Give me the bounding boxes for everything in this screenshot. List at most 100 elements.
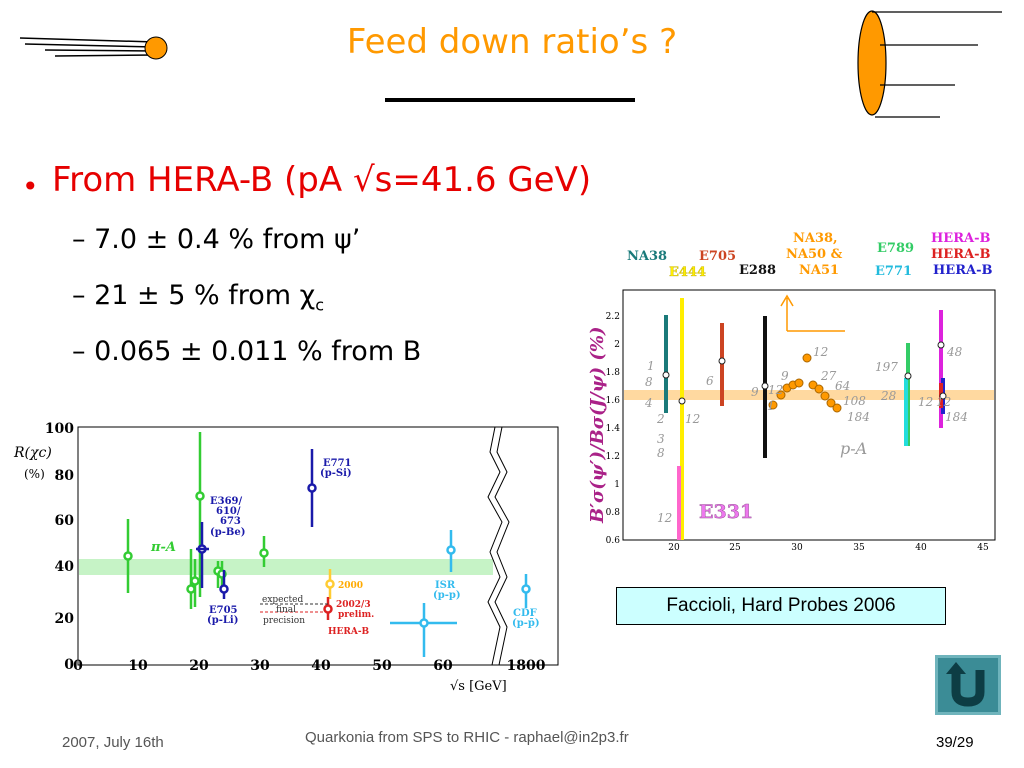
y-tick: 20 (55, 611, 75, 627)
point-label: 12 (918, 395, 933, 409)
e705-label: E705 (699, 249, 736, 264)
e331-label: E331 (699, 501, 753, 523)
footer-title: Quarkonia from SPS to RHIC - raphael@in2… (305, 729, 629, 746)
slide-title: Feed down ratio’s ? (346, 22, 678, 62)
point-label: 64 (835, 379, 850, 393)
chi-c-ratio-plot: 0 20 40 60 80 100 0 10 20 30 40 50 60 18… (13, 421, 559, 694)
x-tick: 30 (791, 543, 803, 553)
x-tick: 20 (189, 658, 209, 674)
point-label: 1 (647, 359, 655, 373)
x-tick: 50 (372, 658, 392, 674)
e288-label: E288 (739, 263, 776, 278)
x-tick: 20 (668, 543, 680, 553)
na38-label: NA38 (627, 249, 667, 264)
y-tick: 1 (614, 480, 620, 490)
y-tick: 1.2 (606, 452, 620, 462)
na38-na50-label: NA38, (793, 231, 838, 246)
y-tick: 2.2 (606, 312, 620, 322)
psi-prime-ratio-plot: 0.6 0.8 1 1.2 1.4 1.6 1.8 2 2.2 20 25 30… (587, 231, 996, 553)
e771-label: E771 (323, 458, 352, 469)
main-bullet: From HERA-B (pA √s=41.6 GeV) (52, 160, 592, 200)
x-tick: 45 (977, 543, 989, 553)
point-label: 27 (820, 369, 837, 383)
year-2000-label: 2000 (338, 581, 363, 591)
comet-logo-left (19, 36, 168, 60)
e369-label: E369/ (210, 496, 242, 507)
y-tick: 0.8 (606, 508, 621, 518)
point-label: 2 (656, 412, 665, 426)
e705-label: E705 (209, 605, 238, 616)
e369-label-3: 673 (220, 516, 241, 527)
x-tick: 40 (311, 658, 331, 674)
y-axis-unit: (%) (24, 467, 45, 481)
y-tick: 0 (64, 657, 74, 673)
point-label: 9 (751, 385, 759, 399)
e444-label: E444 (669, 265, 706, 280)
x-tick: 60 (433, 658, 453, 674)
point-label: 6 (706, 374, 714, 388)
e369-label-2: 610/ (216, 506, 241, 517)
final-label: final (276, 605, 296, 615)
isr-label: ISR (435, 580, 456, 591)
point-label: 12 (685, 412, 700, 426)
y-tick: 2 (614, 340, 620, 350)
y-tick: 1.4 (606, 424, 621, 434)
hera-b-label: HERA-B (328, 627, 370, 637)
point-label: 9 (781, 369, 789, 383)
expected-label: expected (262, 595, 303, 605)
x-axis-label: √s [GeV] (450, 679, 507, 694)
prelim-label: 2002/3 (336, 600, 371, 610)
point-label: 12 (936, 395, 951, 409)
y-tick: 1.8 (606, 368, 621, 378)
point-label: 3 (657, 432, 665, 446)
y-tick: 100 (45, 421, 74, 437)
x-tick: 40 (915, 543, 927, 553)
y-tick: 0.6 (606, 536, 621, 546)
y-tick: 80 (55, 468, 75, 484)
point-label: 12 (657, 511, 672, 525)
point-label: 8 (645, 375, 653, 389)
x-tick: 10 (128, 658, 148, 674)
pi-a-label: π-A (150, 540, 176, 555)
point-label: 108 (843, 394, 866, 408)
sub-item-b: – 0.065 ± 0.011 % from B (72, 336, 422, 367)
x-tick: 35 (853, 543, 865, 553)
x-tick: 1800 (507, 658, 546, 674)
title-underline (385, 98, 635, 102)
point-label: 4 (644, 396, 653, 410)
precision-label: precision (263, 616, 305, 626)
y-tick: 60 (55, 513, 75, 529)
cdf-label-2: (p-p̄) (512, 618, 540, 629)
disc-logo-right (857, 10, 1002, 118)
hera-b-label-3: HERA-B (933, 263, 992, 278)
y-tick: 1.6 (606, 396, 621, 406)
point-label: 12 (768, 383, 783, 397)
na50-label: NA50 & (786, 247, 843, 262)
point-label: 1 (767, 399, 775, 413)
na51-label: NA51 (799, 263, 839, 278)
return-button[interactable] (935, 655, 1001, 715)
e771-label: E771 (875, 264, 912, 279)
point-label: 184 (945, 410, 968, 424)
sub-item-psi-prime: – 7.0 ± 0.4 % from ψ’ (72, 224, 361, 255)
hera-b-label-2: HERA-B (931, 247, 990, 262)
u-turn-icon (946, 662, 985, 707)
source-caption: Faccioli, Hard Probes 2006 (616, 587, 946, 625)
e789-label: E789 (877, 241, 914, 256)
prelim-label-2: prelim. (338, 610, 374, 620)
point-label: 12 (813, 345, 828, 359)
y-axis-label: B′σ(ψ′)/Bσ(J/ψ) (%) (587, 327, 608, 525)
p-a-label: p-A (840, 439, 867, 458)
point-label: 48 (946, 345, 963, 359)
point-label: 197 (875, 360, 898, 374)
e705-label-2: (p-Li) (207, 615, 238, 626)
e369-label-4: (p-Be) (210, 527, 245, 538)
point-label: 28 (880, 389, 897, 403)
e771-label-2: (p-Si) (320, 468, 352, 479)
footer-date: 2007, July 16th (62, 734, 164, 751)
y-axis-label: R(χc) (13, 445, 52, 461)
x-tick: 30 (250, 658, 270, 674)
isr-label-2: (p-p) (433, 590, 461, 601)
point-label: 184 (847, 410, 870, 424)
hera-b-label-1: HERA-B (931, 231, 990, 246)
